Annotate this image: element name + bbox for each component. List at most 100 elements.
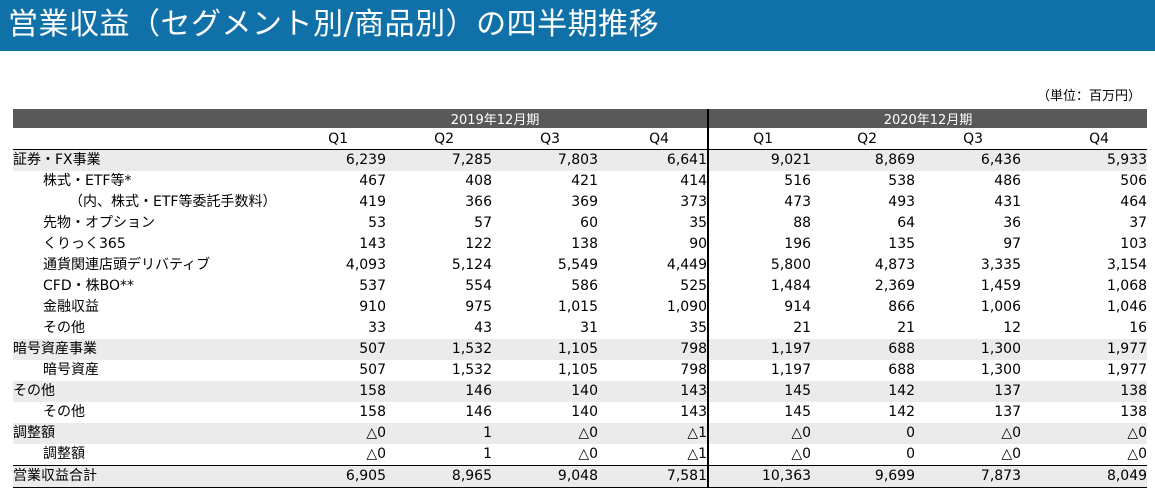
value-cell: 1,197	[707, 339, 812, 360]
value-cell: 910	[359, 299, 386, 315]
row-label: その他	[43, 320, 85, 336]
total-row: 営業収益合計 6,905 8,965 9,048 7,581 10,363 9,699 7,8…	[13, 465, 1148, 488]
value-cell: 798	[680, 362, 708, 378]
value-cell: 137	[915, 381, 1022, 402]
row-label: 暗号資産	[43, 362, 99, 378]
value-cell: 1,105	[492, 339, 598, 360]
value-cell: 1,068	[1106, 278, 1148, 294]
value-cell: 798	[598, 339, 709, 360]
value-cell: 122	[465, 236, 492, 252]
value-cell: 7,803	[492, 149, 598, 171]
value-cell: 10,363	[707, 465, 812, 488]
revenue-table: 2019年12月期 2020年12月期 Q1 Q2 Q3 Q4 Q1 Q2 Q3…	[13, 109, 1148, 488]
value-cell: 554	[465, 278, 492, 294]
value-cell: 138	[1021, 381, 1148, 402]
value-cell: 36	[1003, 215, 1022, 231]
value-cell: 688	[811, 339, 916, 360]
row-label: 株式・ETF等*	[43, 173, 132, 189]
value-cell: 537	[359, 278, 386, 294]
value-cell: 493	[888, 194, 916, 210]
value-cell: 145	[707, 381, 812, 402]
value-cell: 64	[897, 215, 916, 231]
table-row: 先物・オプション 53 57 60 35 88 64 36 37	[13, 213, 1147, 234]
segment-row: 暗号資産事業 507 1,532 1,105 798 1,197 688 1,300 1,977	[13, 339, 1148, 360]
table-body: 証券・FX事業 6,239 7,285 7,803 6,641 9,021 8,869 6,4…	[13, 149, 1148, 488]
value-cell: 5,933	[1021, 149, 1148, 171]
value-cell: 8,965	[386, 465, 492, 488]
value-cell: 1,015	[557, 299, 598, 315]
row-label: （内、株式・ETF等委託手数料）	[69, 194, 277, 210]
row-label: その他	[43, 404, 85, 420]
value-cell: 146	[465, 404, 492, 420]
table-row: 金融収益 910 975 1,015 1,090 914 866 1,006 1,046	[13, 297, 1147, 318]
value-cell: 369	[571, 194, 598, 210]
value-cell: 21	[897, 320, 916, 336]
value-cell: 35	[689, 215, 708, 231]
value-cell: 0	[811, 423, 916, 444]
value-cell: 7,285	[386, 149, 492, 171]
row-label: 暗号資産事業	[13, 339, 283, 360]
value-cell: 4,093	[345, 257, 386, 273]
table-row: 通貨関連店頭デリバティブ 4,093 5,124 5,549 4,449 5,800 4,8…	[13, 255, 1147, 276]
value-cell: 0	[906, 446, 916, 462]
value-cell: 35	[689, 320, 708, 336]
value-cell: 21	[707, 318, 812, 339]
value-cell: 145	[707, 402, 812, 423]
value-cell: 60	[580, 215, 598, 231]
value-cell: △0	[1001, 446, 1022, 462]
row-label: 通貨関連店頭デリバティブ	[43, 257, 211, 273]
value-cell: 143	[598, 381, 709, 402]
quarter-header: Q1	[283, 128, 386, 150]
value-cell: 507	[283, 339, 386, 360]
value-cell: 506	[1120, 173, 1148, 189]
value-cell: 57	[474, 215, 492, 231]
value-cell: 866	[888, 299, 916, 315]
value-cell: △0	[707, 423, 812, 444]
value-cell: 507	[359, 362, 386, 378]
value-cell: 373	[680, 194, 708, 210]
row-label-header	[13, 109, 283, 128]
value-cell: △1	[598, 423, 709, 444]
value-cell: △0	[366, 446, 386, 462]
value-cell: 1	[483, 446, 492, 462]
value-cell: 9,021	[707, 149, 812, 171]
value-cell: 975	[465, 299, 492, 315]
table-row: 株式・ETF等* 467 408 421 414 516 538 486 506	[13, 171, 1147, 192]
value-cell: 5,124	[451, 257, 492, 273]
value-cell: 146	[386, 381, 492, 402]
value-cell: 1,105	[557, 362, 598, 378]
quarter-header: Q2	[811, 128, 916, 150]
table-row: CFD・株BO** 537 554 586 525 1,484 2,369 1,459 1,06…	[13, 276, 1147, 297]
quarter-header: Q1	[707, 128, 812, 150]
value-cell: 467	[359, 173, 386, 189]
value-cell: 1,300	[980, 362, 1022, 378]
value-cell: 1,090	[666, 299, 708, 315]
value-cell: 486	[994, 173, 1022, 189]
table-row: その他 33 43 31 35 21 21 12 16	[13, 318, 1147, 339]
unit-note: （単位：百万円）	[1036, 89, 1141, 104]
row-label: 先物・オプション	[43, 215, 155, 231]
quarter-header: Q4	[1021, 128, 1148, 150]
value-cell: △0	[915, 423, 1022, 444]
value-cell: 31	[580, 320, 598, 336]
table-row: 暗号資産 507 1,532 1,105 798 1,197 688 1,300 1,977	[13, 360, 1147, 381]
value-cell: 1,197	[707, 360, 812, 381]
value-cell: △0	[492, 423, 598, 444]
row-label: 証券・FX事業	[13, 149, 283, 171]
page-title: 営業収益（セグメント別/商品別）の四半期推移	[8, 7, 660, 42]
value-cell: 158	[359, 404, 386, 420]
table-row: 調整額 △0 1 △0 △1 △0 0 △0 △0	[13, 444, 1147, 466]
value-cell: 97	[1003, 236, 1022, 252]
quarter-header: Q2	[386, 128, 492, 150]
value-cell: 414	[680, 173, 708, 189]
value-cell: 1,459	[980, 278, 1022, 294]
value-cell: △0	[707, 444, 812, 466]
period-header-row: 2019年12月期 2020年12月期	[13, 109, 1148, 128]
row-label: 調整額	[43, 446, 85, 462]
value-cell: 4,873	[874, 257, 916, 273]
quarter-header: Q3	[915, 128, 1022, 150]
row-label-header	[13, 128, 283, 150]
value-cell: 138	[1120, 404, 1148, 420]
value-cell: 138	[571, 236, 598, 252]
value-cell: 142	[888, 404, 916, 420]
